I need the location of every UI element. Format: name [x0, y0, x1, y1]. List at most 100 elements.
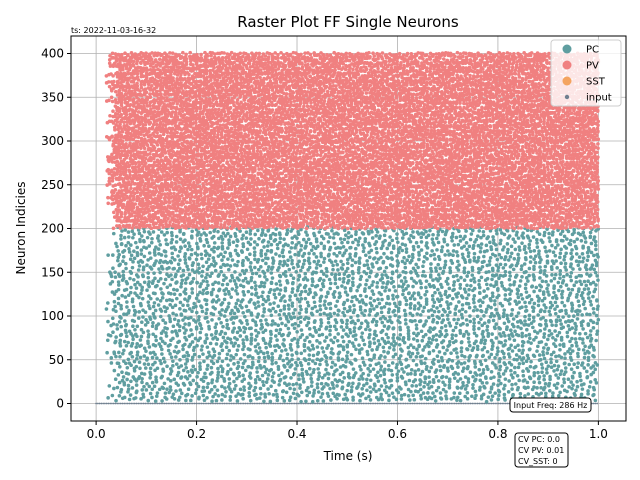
pc-spike-point — [241, 341, 246, 346]
pc-spike-point — [436, 254, 441, 259]
pc-spike-point — [535, 237, 539, 242]
pc-spike-point — [278, 327, 283, 332]
pc-spike-point — [331, 267, 335, 272]
pc-spike-point — [552, 284, 556, 288]
pc-spike-point — [360, 298, 365, 302]
pc-spike-point — [146, 300, 151, 304]
pc-spike-point — [287, 250, 292, 254]
pc-spike-point — [456, 242, 461, 247]
pc-spike-point — [503, 369, 508, 373]
input-spike-point — [244, 402, 247, 405]
pc-spike-point — [542, 303, 546, 307]
pc-spike-point — [339, 259, 343, 264]
pc-spike-point — [301, 237, 306, 242]
pc-spike-point — [352, 344, 356, 349]
pc-spike-point — [146, 275, 151, 280]
pc-spike-point — [397, 284, 401, 289]
pc-spike-point — [516, 252, 520, 257]
pc-spike-point — [496, 371, 501, 376]
pc-spike-point — [295, 330, 299, 334]
pc-spike-point — [538, 357, 543, 362]
pc-spike-point — [363, 308, 368, 313]
input-spike-point — [457, 402, 460, 405]
pc-spike-point — [495, 311, 500, 316]
input-spike-point — [343, 402, 345, 405]
pc-spike-point — [450, 238, 454, 243]
pc-spike-point — [350, 263, 354, 268]
pc-spike-point — [471, 308, 476, 313]
pc-spike-point — [375, 345, 380, 349]
pc-spike-point — [546, 337, 550, 342]
pc-spike-point — [381, 281, 385, 285]
pc-spike-point — [537, 380, 542, 385]
pc-spike-point — [433, 257, 437, 261]
pc-spike-point — [210, 318, 214, 322]
pc-spike-point — [335, 339, 340, 343]
pc-spike-point — [477, 282, 481, 287]
pc-spike-point — [364, 294, 369, 299]
pc-spike-point — [498, 228, 503, 232]
pc-spike-point — [356, 385, 360, 389]
pc-spike-point — [418, 382, 422, 387]
pc-spike-point — [544, 249, 548, 253]
pc-spike-point — [589, 329, 593, 333]
pc-spike-point — [155, 391, 160, 395]
pc-spike-point — [565, 237, 569, 241]
pc-spike-point — [351, 367, 356, 371]
pc-spike-point — [126, 240, 131, 245]
pc-spike-point — [434, 368, 439, 372]
pc-spike-point — [152, 301, 157, 305]
pc-spike-point — [137, 360, 142, 364]
pc-spike-point — [236, 364, 241, 369]
pc-spike-point — [545, 371, 549, 375]
pc-spike-point — [209, 359, 214, 364]
input-spike-point — [154, 402, 157, 405]
pc-spike-point — [509, 373, 514, 377]
pc-spike-point — [480, 381, 485, 385]
pc-spike-point — [512, 280, 517, 284]
pc-spike-point — [393, 352, 398, 357]
pc-spike-point — [337, 378, 342, 383]
pc-spike-point — [463, 290, 468, 294]
pc-spike-point — [245, 280, 250, 284]
pc-spike-point — [412, 279, 416, 283]
pc-spike-point — [331, 263, 335, 268]
pc-spike-point — [577, 255, 582, 259]
pc-spike-point — [307, 256, 311, 261]
pv-spike-point — [202, 218, 207, 222]
pc-spike-point — [494, 307, 498, 312]
pc-spike-point — [378, 317, 383, 321]
pc-spike-point — [529, 359, 533, 364]
pc-spike-point — [434, 338, 439, 342]
pc-spike-point — [462, 269, 466, 274]
pc-spike-point — [543, 327, 547, 331]
pc-spike-point — [389, 378, 394, 383]
pc-spike-point — [490, 347, 494, 352]
pc-spike-point — [485, 349, 490, 354]
pc-spike-point — [549, 360, 553, 365]
input-spike-point — [488, 402, 491, 405]
pc-spike-point — [360, 311, 364, 315]
pc-spike-point — [124, 322, 129, 327]
pc-spike-point — [183, 254, 187, 259]
pc-spike-point — [159, 287, 163, 291]
pc-spike-point — [452, 376, 457, 380]
pc-spike-point — [344, 248, 348, 253]
pc-spike-point — [172, 245, 176, 249]
pc-spike-point — [308, 332, 312, 337]
pc-spike-point — [265, 248, 270, 253]
pc-spike-point — [119, 233, 123, 238]
pc-spike-point — [132, 359, 137, 364]
pc-spike-point — [146, 339, 150, 344]
pc-spike-point — [486, 286, 490, 291]
pc-spike-point — [342, 276, 346, 281]
input-spike-point — [146, 402, 148, 405]
pc-spike-point — [431, 317, 436, 322]
pc-spike-point — [347, 381, 351, 386]
pc-spike-point — [374, 323, 379, 327]
pc-spike-point — [241, 278, 245, 283]
pc-spike-point — [266, 354, 271, 359]
pc-spike-point — [506, 319, 511, 324]
pc-spike-point — [326, 376, 331, 381]
pc-spike-point — [479, 317, 483, 321]
